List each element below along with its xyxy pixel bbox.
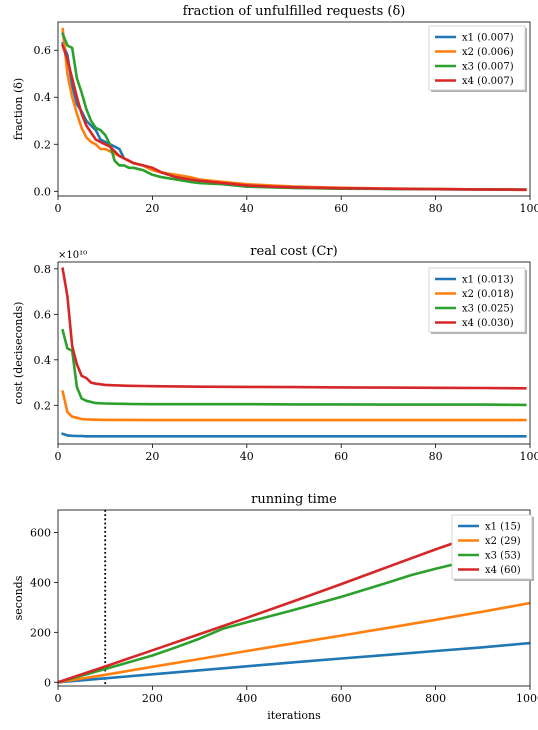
y-tick-label: 400 bbox=[30, 576, 51, 589]
x-tick-label: 20 bbox=[145, 202, 159, 215]
y-tick-label: 0.2 bbox=[34, 399, 52, 412]
chart-2: real cost (Cr) ×10¹⁰ cost (deciseconds) 0 20… bbox=[12, 244, 538, 463]
chart-title: running time bbox=[251, 492, 337, 507]
series-line-1 bbox=[61, 432, 527, 438]
y-tick-label: 0.4 bbox=[34, 354, 52, 367]
legend-label: x3 (53) bbox=[485, 551, 521, 562]
legend: x1 (15) x2 (29) x3 (53) x4 (60) bbox=[451, 514, 534, 581]
y-tick-label: 0.2 bbox=[34, 138, 52, 151]
x-tick-label: 0 bbox=[55, 692, 62, 705]
series-line-1 bbox=[58, 641, 530, 684]
legend-label: x3 (0.007) bbox=[462, 62, 514, 73]
legend-label: x2 (0.018) bbox=[462, 289, 514, 300]
series-line-2 bbox=[61, 390, 527, 422]
y-tick-label: 0.0 bbox=[34, 185, 52, 198]
y-tick-label: 600 bbox=[30, 526, 51, 539]
series-line-4 bbox=[58, 514, 530, 684]
y-axis-label: fraction (δ) bbox=[12, 78, 25, 140]
y-tick-label: 0 bbox=[44, 676, 51, 689]
legend-label: x2 (29) bbox=[485, 536, 521, 547]
scale-label: ×10¹⁰ bbox=[58, 250, 87, 261]
series-line-4 bbox=[61, 43, 527, 192]
series-group bbox=[61, 27, 527, 192]
series-group bbox=[61, 267, 527, 438]
x-tick-label: 400 bbox=[236, 692, 257, 705]
y-axis-label: seconds bbox=[12, 575, 25, 620]
legend-label: x1 (0.013) bbox=[462, 275, 514, 286]
series-line-3 bbox=[61, 328, 527, 407]
chart-title: real cost (Cr) bbox=[250, 244, 337, 259]
x-axis-label: iterations bbox=[267, 709, 321, 722]
x-tick-label: 100 bbox=[520, 202, 538, 215]
y-tick-label: 200 bbox=[30, 626, 51, 639]
series-line-2 bbox=[58, 601, 530, 684]
series-line-3 bbox=[58, 542, 530, 684]
y-tick-label: 0.8 bbox=[34, 263, 52, 276]
x-tick-label: 800 bbox=[425, 692, 446, 705]
y-tick-label: 0.4 bbox=[34, 91, 52, 104]
plot-frame bbox=[57, 509, 531, 687]
legend-label: x1 (0.007) bbox=[462, 33, 514, 44]
x-tick-label: 600 bbox=[331, 692, 352, 705]
plot-frame bbox=[57, 261, 531, 445]
x-tick-label: 40 bbox=[240, 450, 254, 463]
legend-label: x1 (15) bbox=[485, 522, 521, 533]
x-tick-label: 40 bbox=[240, 202, 254, 215]
series-line-4 bbox=[61, 267, 527, 390]
x-tick-label: 60 bbox=[334, 450, 348, 463]
x-tick-label: 200 bbox=[142, 692, 163, 705]
legend-label: x4 (60) bbox=[485, 565, 521, 576]
chart-3: running time seconds iterations 0 200 400 600 8… bbox=[12, 492, 538, 722]
legend: x1 (0.007) x2 (0.006) x3 (0.007) x4 (0.007) bbox=[428, 25, 527, 92]
x-tick-label: 80 bbox=[429, 202, 443, 215]
legend-label: x3 (0.025) bbox=[462, 304, 514, 315]
y-tick-label: 0.6 bbox=[34, 44, 52, 57]
legend-label: x4 (0.007) bbox=[462, 76, 514, 87]
x-tick-label: 0 bbox=[55, 202, 62, 215]
x-tick-label: 100 bbox=[520, 450, 538, 463]
chart-title: fraction of unfulfilled requests (δ) bbox=[183, 4, 406, 19]
series-group bbox=[58, 514, 530, 684]
x-tick-label: 20 bbox=[145, 450, 159, 463]
y-tick-label: 0.6 bbox=[34, 308, 52, 321]
x-tick-label: 0 bbox=[55, 450, 62, 463]
plot-frame bbox=[57, 21, 531, 197]
x-tick-label: 60 bbox=[334, 202, 348, 215]
legend-label: x4 (0.030) bbox=[462, 318, 514, 329]
x-tick-label: 80 bbox=[429, 450, 443, 463]
legend-label: x2 (0.006) bbox=[462, 47, 514, 58]
y-axis-label: cost (deciseconds) bbox=[12, 302, 25, 405]
legend: x1 (0.013) x2 (0.018) x3 (0.025) x4 (0.030) bbox=[428, 267, 527, 334]
chart-1: fraction of unfulfilled requests (δ) frac… bbox=[12, 4, 538, 215]
